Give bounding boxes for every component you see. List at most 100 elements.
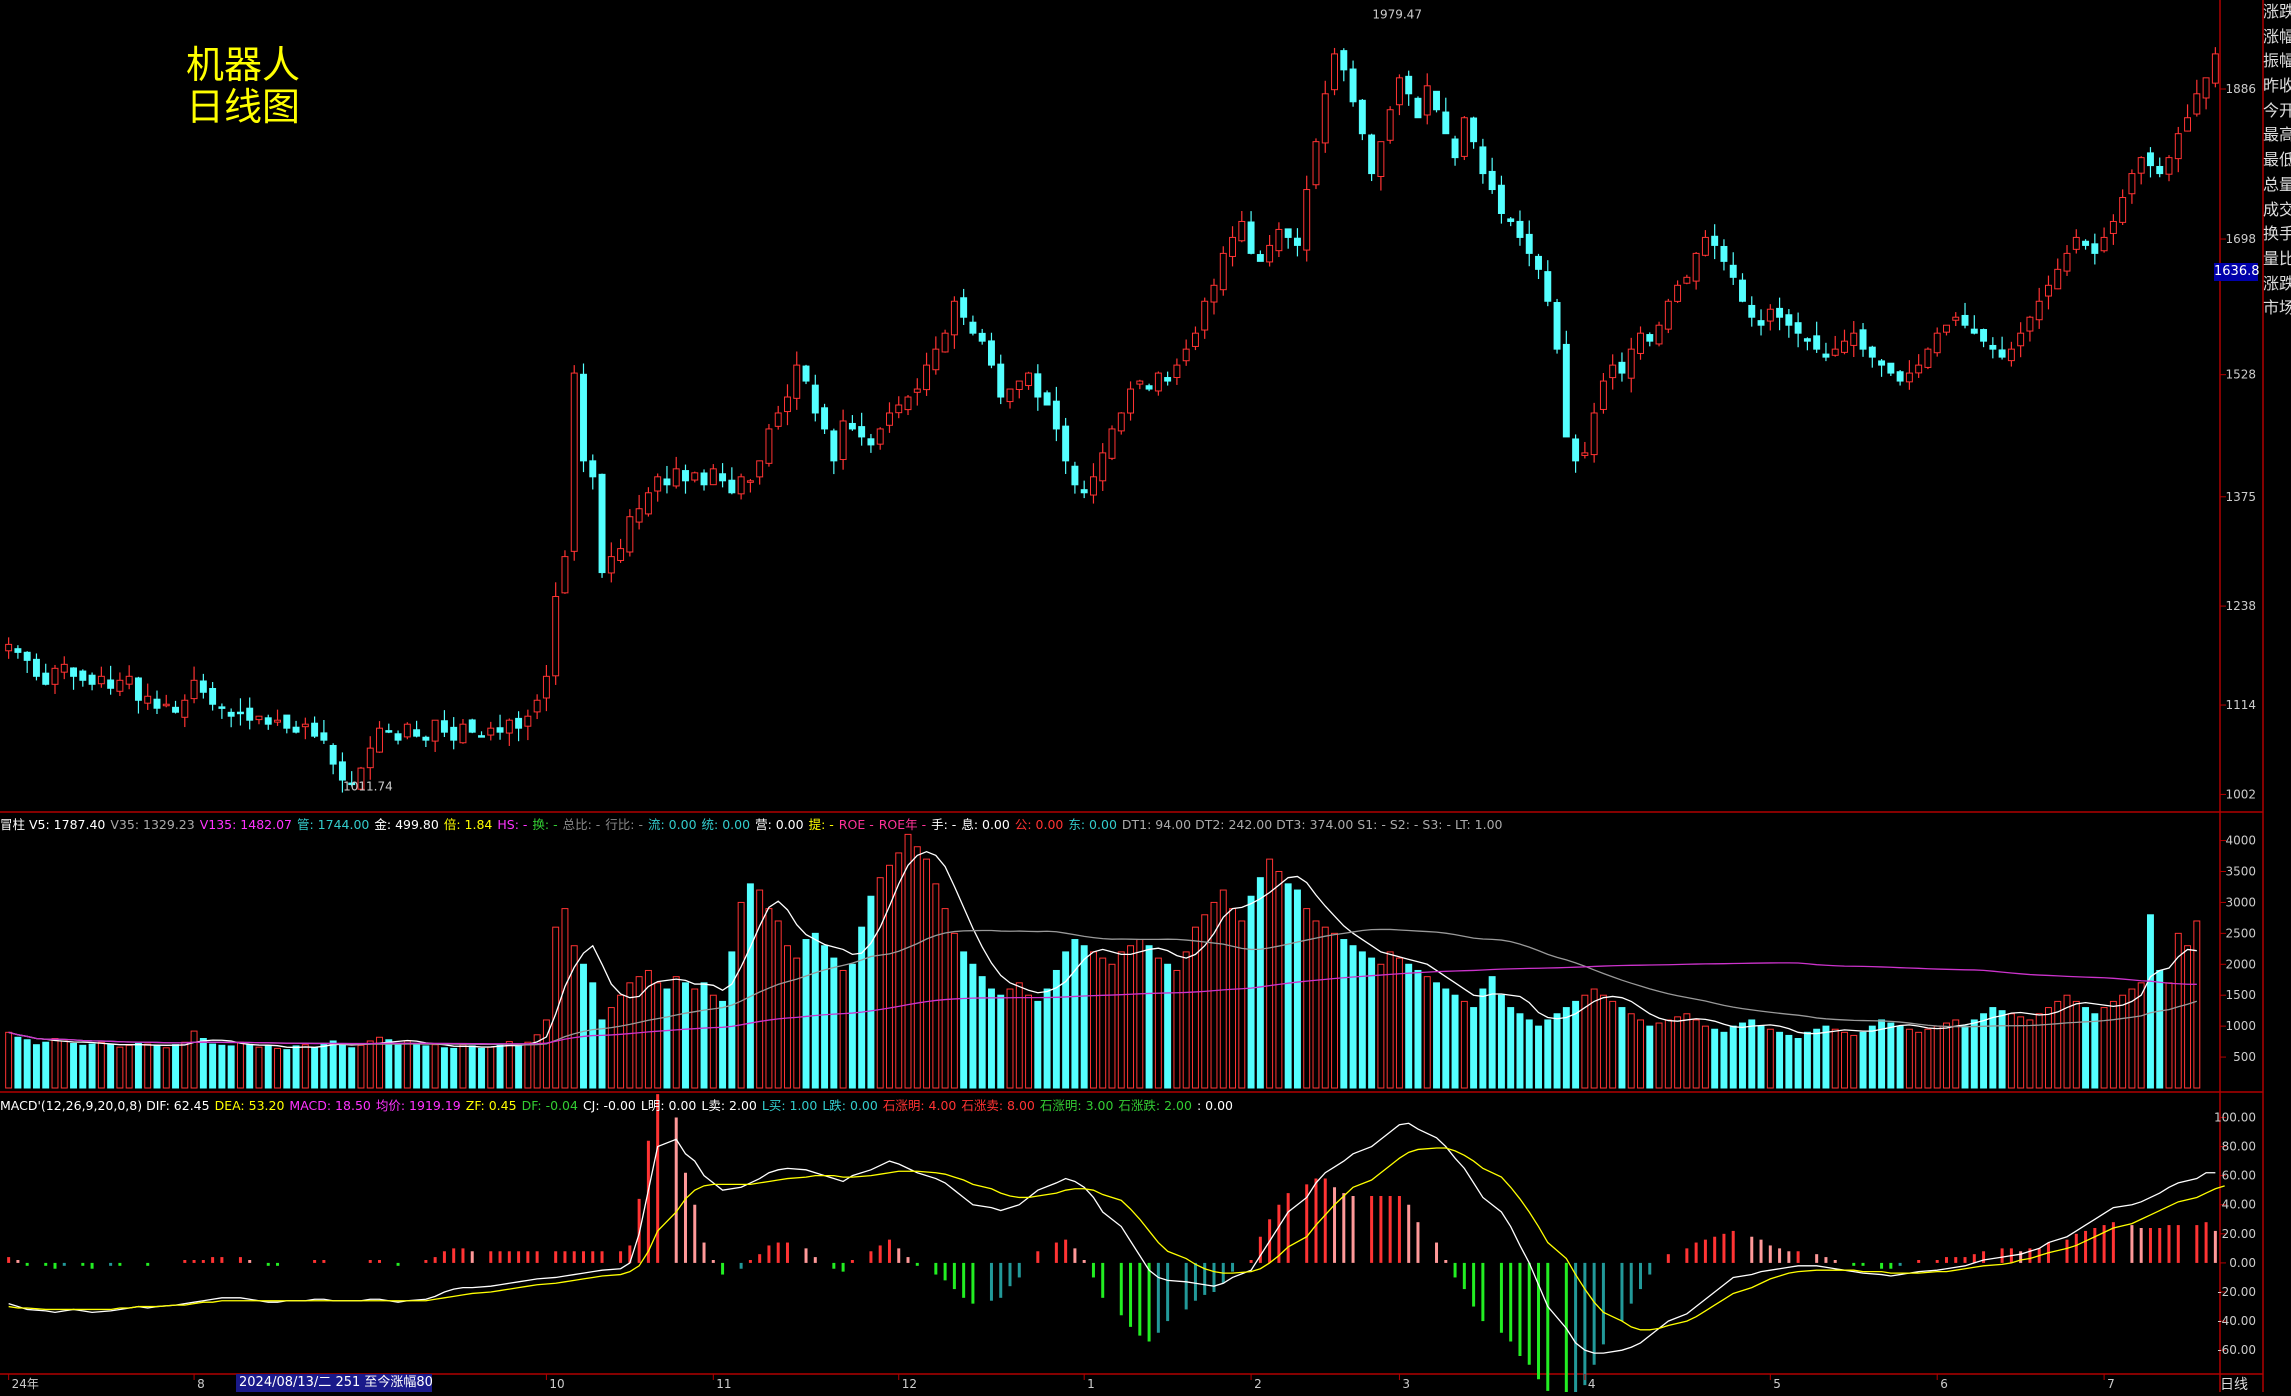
candle-body	[199, 680, 207, 693]
candle-body	[1034, 373, 1042, 398]
volume-bar	[5, 1031, 13, 1089]
volume-bar	[32, 1044, 40, 1089]
volume-bar	[617, 994, 625, 1089]
volume-bar	[190, 1030, 198, 1089]
volume-bar	[1340, 939, 1348, 1089]
volume-bar	[2109, 1000, 2117, 1089]
volume-bar	[181, 1041, 189, 1089]
candle-body	[2146, 152, 2154, 167]
volume-bar	[561, 908, 569, 1089]
candle-body	[1970, 328, 1978, 334]
candle-body	[1321, 93, 1329, 144]
candle-body	[923, 364, 931, 391]
candle-body	[403, 723, 411, 738]
candle-body	[2137, 157, 2145, 174]
volume-bar	[1507, 1007, 1515, 1089]
candle-body	[172, 706, 179, 713]
candle-body	[2119, 197, 2127, 223]
x-tick-label: 1	[1087, 1377, 1095, 1391]
candle-body	[932, 348, 940, 371]
volume-bar	[1980, 1013, 1988, 1089]
volume-bar	[1831, 1028, 1839, 1089]
volume-bar	[107, 1044, 115, 1089]
y-tick-label: 1375	[2225, 490, 2256, 504]
candle-body	[301, 723, 309, 728]
candle-body	[1358, 99, 1366, 135]
volume-bar	[682, 982, 689, 1089]
info-label: 总量	[2263, 174, 2291, 194]
volume-bar	[1210, 901, 1218, 1089]
candle-body	[1841, 340, 1848, 353]
volume-bar	[413, 1043, 421, 1089]
indicator-value: DF: -0.04	[521, 1098, 578, 1113]
volume-bar	[1099, 957, 1107, 1089]
candle-body	[320, 732, 328, 741]
candle-body	[941, 332, 949, 353]
volume-bar	[626, 982, 634, 1089]
volume-bar	[153, 1045, 161, 1089]
volume-bar	[51, 1038, 59, 1089]
candle-body	[2054, 268, 2062, 290]
candle-body	[2100, 236, 2108, 252]
candle-body	[1887, 362, 1895, 374]
volume-bar	[23, 1039, 31, 1089]
volume-bar	[1637, 1019, 1644, 1089]
candle-body	[1664, 300, 1672, 330]
volume-bar	[552, 926, 560, 1089]
volume-bar	[1191, 926, 1199, 1089]
candle-body	[756, 460, 764, 478]
info-label: 成交	[2263, 199, 2291, 219]
indicator-value: 石涨卖: 8.00	[961, 1098, 1035, 1113]
candle-body	[1766, 308, 1774, 322]
volume-bar	[1052, 969, 1060, 1089]
volume-bar	[756, 889, 764, 1089]
info-label: 昨收	[2263, 76, 2291, 96]
macd-header: MACD'(12,26,9,20,0,8) DIF: 62.45 DEA: 53.…	[0, 1095, 1238, 1114]
x-tick-label: 2	[1254, 1377, 1262, 1391]
candle-body	[709, 468, 717, 486]
candle-body	[2211, 53, 2219, 84]
volume-bar	[821, 945, 829, 1089]
candle-body	[218, 706, 226, 709]
volume-bar	[1154, 957, 1162, 1089]
volume-bar	[2184, 945, 2192, 1089]
candle-body	[626, 516, 634, 553]
candle-body	[1572, 438, 1580, 462]
volume-bar	[1553, 1013, 1561, 1089]
candle-body	[1377, 141, 1385, 178]
candle-body	[1627, 348, 1635, 379]
period-tab-daily[interactable]: 日线	[2220, 1377, 2248, 1393]
volume-bar	[134, 1042, 142, 1089]
candle-body	[338, 761, 346, 781]
candle-body	[1025, 372, 1033, 387]
candle-body	[811, 384, 819, 414]
candle-body	[1136, 380, 1144, 385]
volume-bar	[987, 988, 995, 1089]
volume-bar	[236, 1041, 244, 1089]
volume-bar	[116, 1046, 124, 1089]
candle-body	[2026, 316, 2034, 332]
candle-body	[691, 472, 699, 481]
volume-bar	[1757, 1025, 1765, 1089]
volume-bar	[533, 1034, 541, 1089]
volume-bar	[162, 1047, 170, 1089]
info-label: 涨跌	[2263, 2, 2291, 21]
candle-body	[2045, 284, 2052, 297]
candle-body	[70, 667, 78, 677]
vol-y-tick-label: 500	[2233, 1050, 2256, 1064]
candle-body	[1776, 307, 1784, 318]
candle-body	[366, 747, 374, 769]
volume-bar	[1970, 1019, 1978, 1089]
indicator-value: 提: -	[808, 817, 834, 832]
candle-body	[1052, 400, 1060, 430]
candle-body	[802, 365, 810, 382]
indicator-value: 息: 0.00	[961, 817, 1010, 832]
volume-bar	[376, 1036, 383, 1089]
volume-bar	[125, 1044, 133, 1089]
volume-bar	[719, 1000, 727, 1089]
candle-body	[2007, 348, 2015, 362]
info-label: 量比	[2263, 248, 2291, 268]
x-tick-label: 4	[1588, 1377, 1596, 1391]
candle-body	[97, 675, 105, 685]
